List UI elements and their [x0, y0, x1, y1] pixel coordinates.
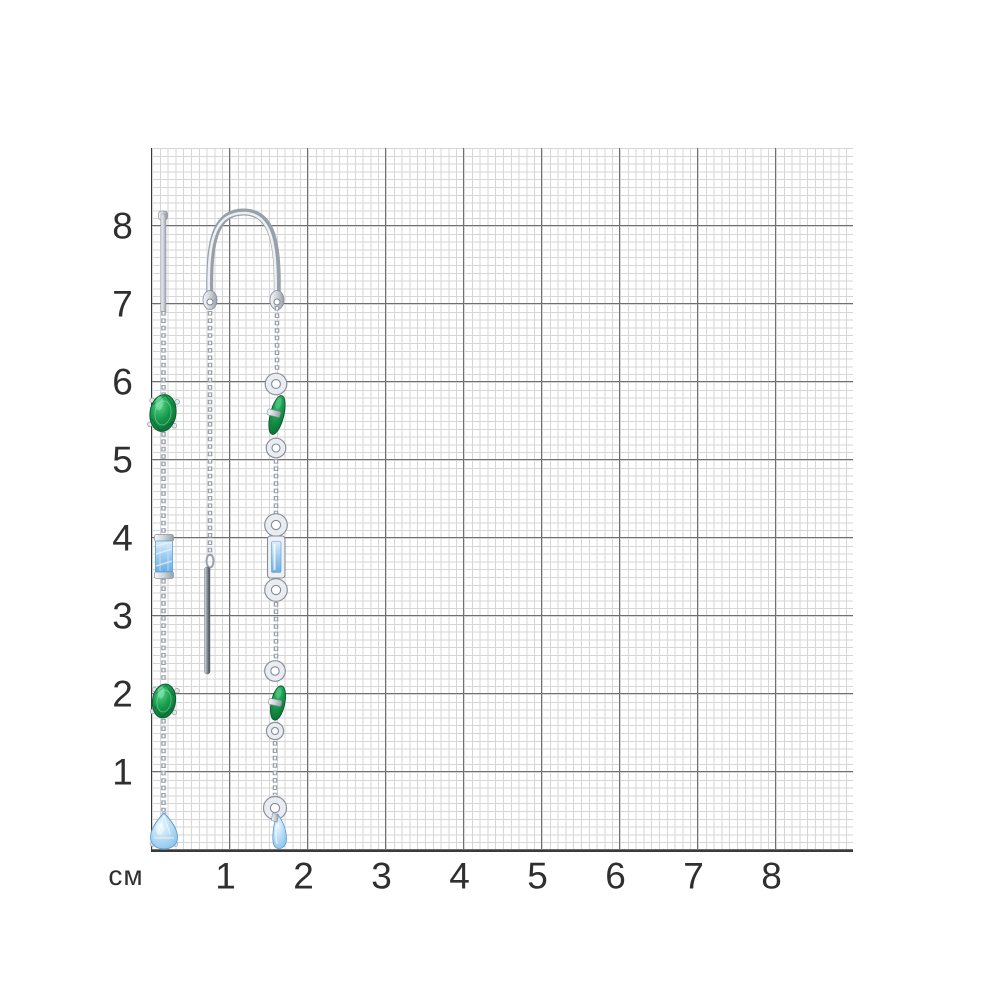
x-axis-label-4: 4: [449, 855, 471, 897]
green-oval-stone: [149, 683, 180, 719]
front-chain: [272, 306, 280, 795]
round-link: [262, 795, 288, 821]
blue-pear-stone-side: [271, 813, 287, 849]
x-axis-label-5: 5: [527, 855, 549, 897]
round-link: [264, 513, 288, 537]
y-axis-label-2: 2: [112, 673, 134, 715]
earring-right-front-view: [202, 208, 288, 849]
round-link: [264, 372, 288, 396]
x-axis-label-3: 3: [371, 855, 393, 897]
blue-baguette-stone-side: [266, 535, 286, 579]
x-axis-label-2: 2: [293, 855, 315, 897]
x-axis-label-6: 6: [605, 855, 627, 897]
y-axis-label-3: 3: [112, 595, 134, 637]
blue-pear-stone: [149, 811, 179, 850]
y-axis-label-1: 1: [112, 751, 134, 793]
unit-label-cm: см: [108, 860, 144, 891]
ear-wire-hook: [202, 208, 285, 310]
earring-left-side-view: [147, 210, 180, 850]
round-link: [264, 578, 288, 602]
y-axis-label-4: 4: [112, 517, 134, 559]
round-link: [265, 721, 285, 741]
round-link: [264, 660, 286, 682]
y-axis-label-5: 5: [112, 439, 134, 481]
back-chain: [204, 311, 215, 675]
green-oval-stone: [147, 394, 180, 432]
y-axis-label-8: 8: [112, 205, 134, 247]
x-axis-label-1: 1: [215, 855, 237, 897]
x-axis-label-8: 8: [761, 855, 783, 897]
green-oval-stone-side: [268, 685, 286, 721]
blue-baguette-stone: [154, 534, 174, 579]
round-link: [265, 437, 287, 459]
threader-bar: [158, 210, 168, 313]
green-oval-stone-side: [266, 395, 286, 435]
threader-bar: [204, 566, 211, 675]
y-axis-label-6: 6: [112, 361, 134, 403]
x-axis-label-7: 7: [683, 855, 705, 897]
y-axis-label-7: 7: [112, 283, 134, 325]
